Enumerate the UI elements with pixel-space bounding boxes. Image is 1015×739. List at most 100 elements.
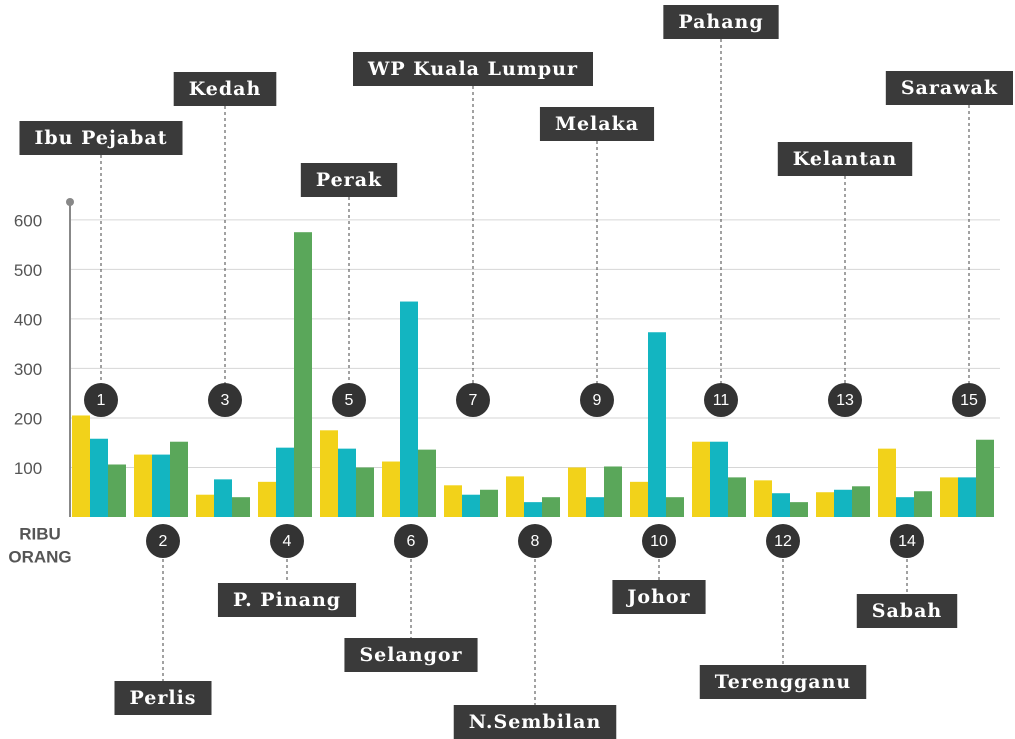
badge <box>456 383 490 417</box>
category-label: WP Kuala Lumpur <box>367 58 578 80</box>
bar <box>772 493 790 517</box>
bar <box>710 441 728 517</box>
bar <box>692 441 710 517</box>
category-label: N.Sembilan <box>469 711 602 733</box>
badge-label: 15 <box>960 392 978 409</box>
category-label: Pahang <box>678 11 763 33</box>
label-box <box>114 681 212 715</box>
bar <box>542 497 560 517</box>
badge <box>828 383 862 417</box>
bar <box>480 489 498 517</box>
bar <box>108 464 126 517</box>
bar <box>976 439 994 517</box>
label-box <box>353 52 593 86</box>
label-box <box>173 72 277 106</box>
badge-label: 8 <box>531 533 540 550</box>
category-label: Melaka <box>555 113 639 135</box>
badge <box>332 383 366 417</box>
badge <box>766 524 800 558</box>
bar <box>276 447 294 517</box>
bar <box>196 494 214 517</box>
badge <box>642 524 676 558</box>
label-box <box>856 594 958 628</box>
badge <box>208 383 242 417</box>
category-label: Sarawak <box>901 77 998 99</box>
y-tick-label: 600 <box>14 211 42 230</box>
badge-label: 10 <box>650 533 668 550</box>
badge-label: 14 <box>898 533 916 550</box>
category-label: Johor <box>625 586 690 608</box>
badge-label: 13 <box>836 392 854 409</box>
bar <box>382 461 400 517</box>
badge-label: 3 <box>221 392 230 409</box>
badge-label: 5 <box>345 392 354 409</box>
label-box <box>699 665 867 699</box>
category-label: Kelantan <box>793 148 897 170</box>
bar <box>152 454 170 517</box>
bar <box>258 481 276 517</box>
bar <box>816 492 834 517</box>
bar <box>506 476 524 517</box>
badge <box>270 524 304 558</box>
label-box <box>453 705 617 739</box>
badge-label: 12 <box>774 533 792 550</box>
bar <box>232 497 250 517</box>
bar <box>958 477 976 517</box>
badge <box>518 524 552 558</box>
bar <box>170 441 188 517</box>
label-box <box>217 583 357 617</box>
bar <box>418 449 436 517</box>
badge-label: 6 <box>407 533 416 550</box>
label-box <box>344 638 478 672</box>
y-tick-label: 400 <box>14 310 42 329</box>
bar <box>834 489 852 517</box>
bar <box>914 491 932 517</box>
badge <box>952 383 986 417</box>
bar <box>586 497 604 517</box>
bar <box>648 332 666 517</box>
y-axis-label: ORANG <box>8 547 71 566</box>
bar <box>400 301 418 517</box>
label-box <box>612 580 706 614</box>
y-axis-cap <box>66 198 74 206</box>
category-label: Perlis <box>129 687 196 709</box>
bar <box>338 448 356 517</box>
badge <box>704 383 738 417</box>
label-box <box>885 71 1013 105</box>
label-box <box>777 142 913 176</box>
bar <box>630 481 648 517</box>
badge <box>146 524 180 558</box>
bar <box>214 479 232 517</box>
bar <box>134 454 152 517</box>
bar <box>462 494 480 517</box>
category-label: Selangor <box>359 644 462 666</box>
y-tick-label: 200 <box>14 409 42 428</box>
bar <box>790 502 808 517</box>
bar <box>896 497 914 517</box>
badge <box>84 383 118 417</box>
label-box <box>663 5 779 39</box>
bar <box>294 232 312 517</box>
label-box <box>300 163 398 197</box>
badge <box>580 383 614 417</box>
bar <box>728 477 746 517</box>
category-label: Terengganu <box>715 671 851 693</box>
bar <box>878 448 896 517</box>
badge-label: 4 <box>283 533 292 550</box>
y-tick-label: 100 <box>14 459 42 478</box>
bar <box>666 497 684 517</box>
label-box <box>19 121 183 155</box>
bar <box>356 467 374 517</box>
bar <box>444 485 462 517</box>
y-axis-label: RIBU <box>19 524 61 543</box>
category-label: Kedah <box>189 78 262 100</box>
bar <box>852 486 870 517</box>
bar <box>568 467 586 517</box>
label-box <box>539 107 655 141</box>
category-label: Ibu Pejabat <box>34 127 167 149</box>
bar <box>754 480 772 517</box>
badge-label: 7 <box>469 392 478 409</box>
bar <box>524 502 542 517</box>
y-tick-label: 500 <box>14 261 42 280</box>
